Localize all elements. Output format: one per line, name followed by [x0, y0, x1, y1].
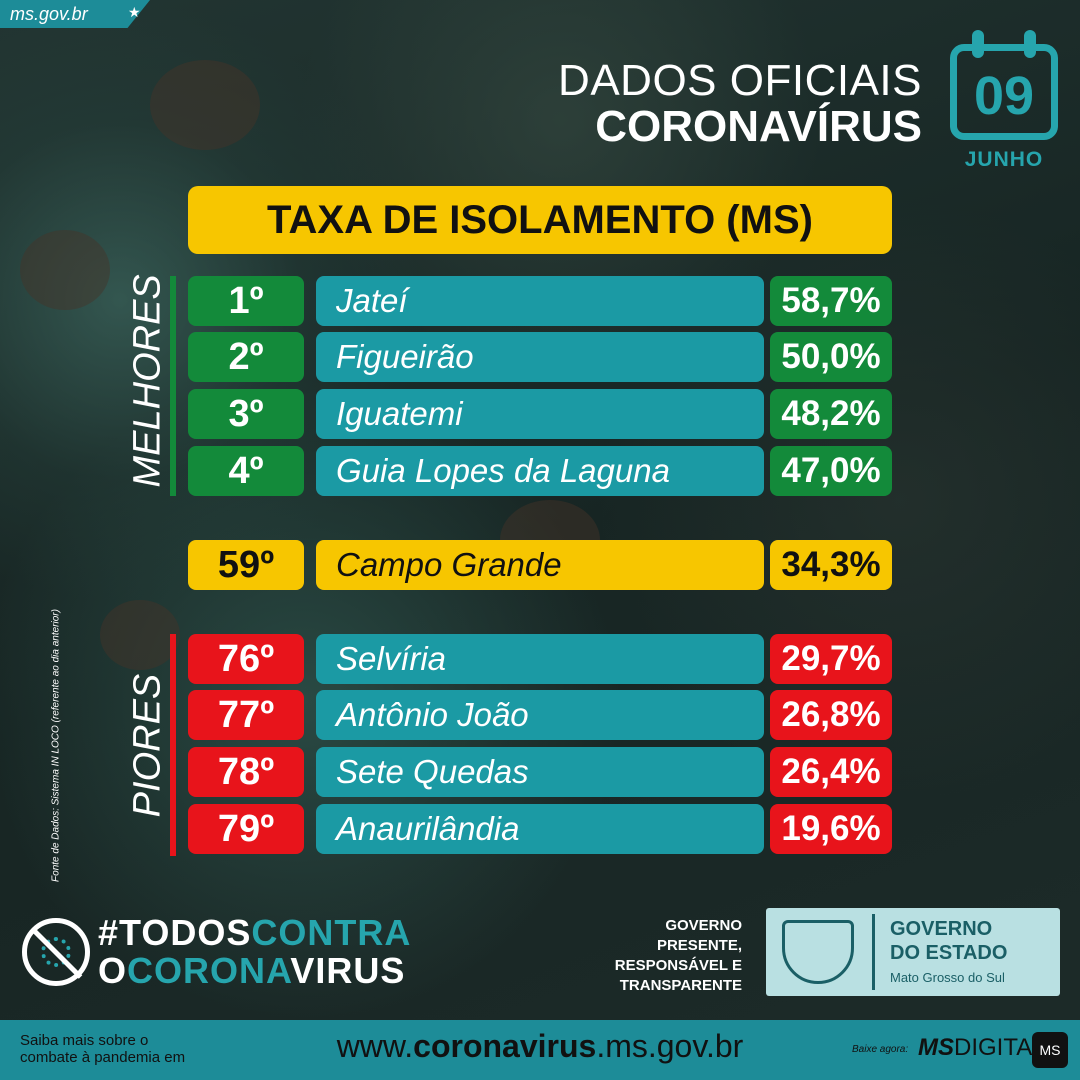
- pct-cell: 26,8%: [770, 690, 892, 740]
- pct-cell: 34,3%: [770, 540, 892, 590]
- campaign-hashtag: #TODOSCONTRA OCORONAVIRUS: [98, 914, 411, 990]
- calendar-ring: [972, 30, 984, 58]
- url-part: coronavirus: [413, 1028, 597, 1064]
- city-cell: Iguatemi: [316, 389, 764, 439]
- rank-cell: 2º: [188, 332, 304, 382]
- table-row: 4º Guia Lopes da Laguna 47,0%: [188, 446, 892, 496]
- city-cell: Guia Lopes da Laguna: [316, 446, 764, 496]
- rank-cell: 78º: [188, 747, 304, 797]
- rank-cell: 76º: [188, 634, 304, 684]
- rank-cell: 3º: [188, 389, 304, 439]
- calendar-frame: [950, 44, 1058, 140]
- campaign-part: #TODOS: [98, 912, 252, 953]
- virus-icon: [41, 937, 71, 967]
- campaign-part: CORONA: [127, 950, 291, 991]
- pct-cell: 58,7%: [770, 276, 892, 326]
- calendar-month: JUNHO: [964, 148, 1044, 171]
- city-cell: Sete Quedas: [316, 747, 764, 797]
- virus-spike-decoration: [20, 230, 110, 310]
- pct-cell: 48,2%: [770, 389, 892, 439]
- rank-cell: 4º: [188, 446, 304, 496]
- rank-cell: 1º: [188, 276, 304, 326]
- slash-mark: [30, 927, 83, 979]
- footer-info-line: combate à pandemia em: [20, 1049, 186, 1066]
- no-virus-icon: [22, 918, 90, 986]
- best-side-line: [170, 276, 176, 496]
- gov-tag-line: PRESENTE,: [656, 937, 742, 954]
- virus-spike-decoration: [100, 600, 180, 670]
- worst-label: PIORES: [126, 673, 169, 818]
- site-label: ms.gov.br: [10, 3, 88, 24]
- pct-cell: 26,4%: [770, 747, 892, 797]
- calendar-day: 09: [973, 66, 1035, 126]
- crest-icon: [782, 920, 854, 984]
- url-part: .ms.gov.br: [596, 1028, 744, 1064]
- city-cell: Figueirão: [316, 332, 764, 382]
- star-icon: ★: [128, 4, 141, 20]
- data-source-note: Fonte de Dados: Sistema IN LOCO (referen…: [50, 609, 62, 882]
- rank-cell: 77º: [188, 690, 304, 740]
- city-cell: Campo Grande: [316, 540, 764, 590]
- header-line1: DADOS OFICIAIS: [558, 56, 922, 105]
- table-row: 77º Antônio João 26,8%: [188, 690, 892, 740]
- footer-info-line: Saiba mais sobre o: [20, 1032, 149, 1049]
- gov-tagline: GOVERNO PRESENTE, RESPONSÁVEL E TRANSPAR…: [615, 916, 742, 996]
- gov-logo-line: GOVERNO: [890, 918, 993, 940]
- app-name-part: MS: [918, 1034, 954, 1061]
- virus-spike-decoration: [150, 60, 260, 150]
- table-row: 76º Selvíria 29,7%: [188, 634, 892, 684]
- calendar-ring: [1024, 30, 1036, 58]
- site-badge[interactable]: ms.gov.br: [0, 0, 150, 28]
- footer: Saiba mais sobre o combate à pandemia em…: [0, 1020, 1080, 1080]
- pct-cell: 50,0%: [770, 332, 892, 382]
- campaign-part: O: [98, 950, 128, 991]
- header-line2: CORONAVÍRUS: [595, 102, 922, 151]
- divider: [872, 914, 875, 990]
- pct-cell: 47,0%: [770, 446, 892, 496]
- best-label: MELHORES: [126, 274, 169, 488]
- city-cell: Jateí: [316, 276, 764, 326]
- title-text: TAXA DE ISOLAMENTO (MS): [267, 197, 813, 242]
- app-name[interactable]: MSDIGITAL: [918, 1034, 1046, 1062]
- footer-url-link[interactable]: www.coronavirus.ms.gov.br: [0, 1028, 1080, 1065]
- government-logo: GOVERNO DO ESTADO Mato Grosso do Sul: [766, 908, 1060, 996]
- title-bar: TAXA DE ISOLAMENTO (MS): [188, 186, 892, 254]
- table-row: 3º Iguatemi 48,2%: [188, 389, 892, 439]
- table-row: 1º Jateí 58,7%: [188, 276, 892, 326]
- download-label: Baixe agora:: [852, 1044, 909, 1055]
- header-title: DADOS OFICIAIS CORONAVÍRUS: [558, 58, 922, 150]
- gov-logo-line: DO ESTADO: [890, 942, 1008, 964]
- table-row: 78º Sete Quedas 26,4%: [188, 747, 892, 797]
- worst-side-line: [170, 634, 176, 856]
- gov-tag-line: RESPONSÁVEL E: [614, 957, 742, 974]
- campaign-part: CONTRA: [251, 912, 412, 953]
- campaign-part: VIRUS: [290, 950, 406, 991]
- city-cell: Antônio João: [316, 690, 764, 740]
- calendar-icon: 09: [950, 30, 1058, 140]
- table-row: 79º Anaurilândia 19,6%: [188, 804, 892, 854]
- table-row: 2º Figueirão 50,0%: [188, 332, 892, 382]
- gov-tag-line: TRANSPARENTE: [619, 977, 742, 994]
- pct-cell: 19,6%: [770, 804, 892, 854]
- app-name-part: DIGITAL: [954, 1034, 1046, 1061]
- pct-cell: 29,7%: [770, 634, 892, 684]
- city-cell: Selvíria: [316, 634, 764, 684]
- rank-cell: 59º: [188, 540, 304, 590]
- gov-tag-line: GOVERNO: [665, 917, 742, 934]
- city-cell: Anaurilândia: [316, 804, 764, 854]
- capital-row: 59º Campo Grande 34,3%: [188, 540, 892, 590]
- app-icon[interactable]: MS: [1032, 1032, 1068, 1068]
- rank-cell: 79º: [188, 804, 304, 854]
- footer-info: Saiba mais sobre o combate à pandemia em: [20, 1032, 185, 1066]
- url-part: www.: [336, 1028, 414, 1064]
- gov-logo-state: Mato Grosso do Sul: [890, 970, 1005, 985]
